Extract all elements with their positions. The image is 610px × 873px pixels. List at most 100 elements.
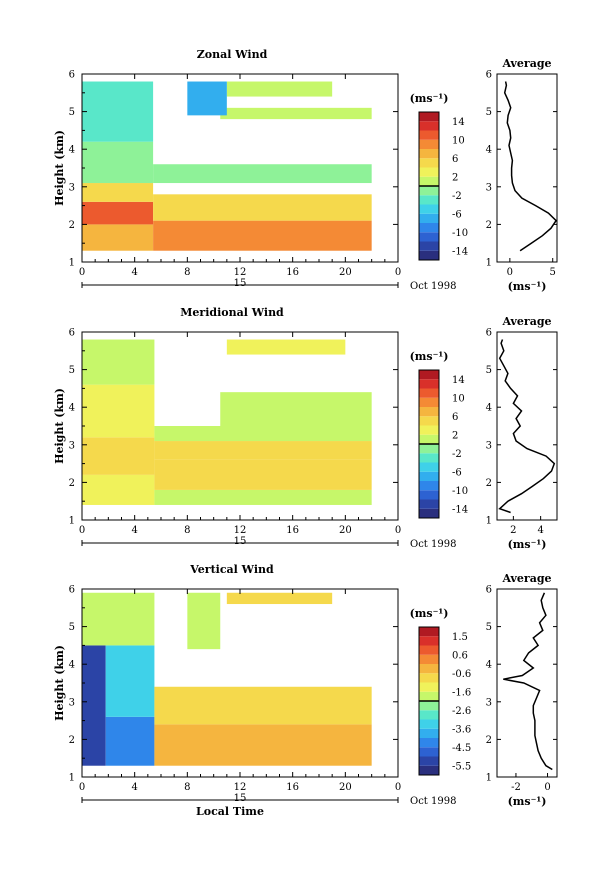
data-cell-4: [154, 489, 372, 505]
colorbar-swatch: [419, 765, 439, 775]
colorbar-tick-label: -1.6: [452, 687, 471, 698]
data-cell-3: [82, 141, 154, 184]
colorbar-swatch: [419, 701, 439, 711]
colorbar-tick-label: 10: [452, 135, 465, 146]
data-cell-0: [82, 645, 106, 766]
profile-y-tick-label: 5: [486, 107, 492, 118]
panel-title: Vertical Wind: [189, 563, 274, 576]
colorbar-swatch: [419, 728, 439, 738]
profile-y-tick-label: 2: [486, 220, 492, 231]
data-cell-9: [226, 339, 346, 355]
profile-x-tick-label: 4: [537, 525, 543, 536]
y-tick-label: 1: [69, 516, 75, 527]
colorbar-swatch: [419, 691, 439, 701]
data-cell-4: [154, 724, 372, 766]
profile-title: Average: [501, 572, 551, 585]
profile-y-tick-label: 4: [486, 660, 492, 671]
y-tick-label: 5: [69, 622, 75, 633]
x-tick-label: 4: [131, 267, 137, 278]
colorbar-tick-label: 0.6: [452, 650, 468, 661]
y-tick-label: 4: [69, 403, 75, 414]
data-cell-5: [154, 686, 372, 725]
profile-y-tick-label: 3: [486, 440, 492, 451]
colorbar-tick-label: 2: [452, 172, 458, 183]
colorbar-tick-label: 2: [452, 430, 458, 441]
data-cell-4: [82, 81, 154, 142]
colorbar-swatch: [419, 627, 439, 637]
data-cell-1: [82, 437, 155, 475]
profile-y-tick-label: 1: [486, 516, 492, 527]
date-suffix: Oct 1998: [410, 281, 456, 292]
colorbar-swatch: [419, 654, 439, 664]
profile-frame: [496, 331, 558, 521]
colorbar-swatch: [419, 719, 439, 729]
colorbar-swatch: [419, 158, 439, 168]
colorbar-tick-label: -2: [452, 449, 462, 460]
colorbar-tick-label: 1.5: [452, 632, 468, 643]
profile-line: [503, 592, 553, 771]
colorbar-tick-label: 6: [452, 154, 458, 165]
date-suffix: Oct 1998: [410, 539, 456, 550]
colorbar-swatch: [419, 241, 439, 251]
colorbar-tick-label: -14: [452, 504, 468, 515]
data-cell-10: [187, 81, 227, 116]
profile-frame: [496, 73, 558, 263]
colorbar-swatch: [419, 176, 439, 186]
date-label: 15: [234, 793, 247, 804]
profile-y-tick-label: 6: [486, 328, 492, 339]
x-tick-label: 16: [286, 267, 299, 278]
colorbar-swatch: [419, 462, 439, 472]
profile-frame: [496, 588, 558, 778]
profile-x-tick-label: 5: [550, 267, 556, 278]
y-tick-label: 1: [69, 258, 75, 269]
colorbar-swatch: [419, 397, 439, 407]
profile-y-tick-label: 5: [486, 622, 492, 633]
y-tick-label: 4: [69, 660, 75, 671]
colorbar-swatch: [419, 204, 439, 214]
data-cell-6: [187, 592, 221, 650]
data-cell-9: [226, 81, 333, 97]
profile-line: [503, 81, 558, 252]
x-tick-label: 4: [131, 525, 137, 536]
data-cell-5: [154, 459, 372, 490]
colorbar-tick-label: -2.6: [452, 706, 471, 717]
x-tick-label: 4: [131, 782, 137, 793]
colorbar-swatch: [419, 664, 439, 674]
panel-title: Zonal Wind: [197, 48, 268, 61]
y-tick-label: 3: [69, 182, 75, 193]
colorbar-tick-label: 10: [452, 393, 465, 404]
colorbar-swatch: [419, 756, 439, 766]
profile-unit: (ms⁻¹): [508, 795, 547, 808]
profile-y-tick-label: 2: [486, 735, 492, 746]
data-cell-7: [154, 426, 372, 442]
y-tick-label: 3: [69, 440, 75, 451]
colorbar-swatch: [419, 471, 439, 481]
colorbar-tick-label: -10: [452, 486, 468, 497]
x-tick-label: 0: [79, 267, 85, 278]
colorbar-swatch: [419, 407, 439, 417]
colorbar-tick-label: -3.6: [452, 724, 471, 735]
x-tick-label: 8: [184, 267, 190, 278]
colorbar-swatch: [419, 149, 439, 159]
data-cell-0: [82, 474, 155, 505]
x-tick-label: 0: [79, 782, 85, 793]
profile-y-tick-label: 6: [486, 70, 492, 81]
profile-y-tick-label: 1: [486, 773, 492, 784]
data-cell-8: [220, 392, 372, 426]
data-cell-7: [226, 592, 333, 605]
data-cell-3: [82, 592, 155, 646]
colorbar-tick-label: 14: [452, 375, 465, 386]
profile-y-tick-label: 5: [486, 365, 492, 376]
profile-y-tick-label: 4: [486, 403, 492, 414]
profile-title: Average: [501, 57, 551, 70]
profile-title: Average: [501, 315, 551, 328]
colorbar-swatch: [419, 416, 439, 426]
colorbar-swatch: [419, 112, 439, 122]
colorbar-swatch: [419, 223, 439, 233]
colorbar-swatch: [419, 747, 439, 757]
data-cell-0: [82, 224, 154, 251]
y-axis-label: Height (km): [53, 645, 66, 721]
y-tick-label: 5: [69, 365, 75, 376]
colorbar-unit: (ms⁻¹): [410, 92, 449, 105]
data-cell-7: [153, 164, 372, 184]
